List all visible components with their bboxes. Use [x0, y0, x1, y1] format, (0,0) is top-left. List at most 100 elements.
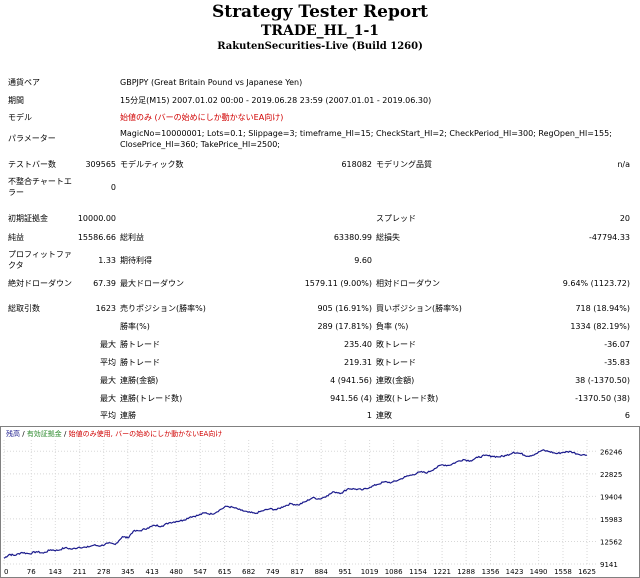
symbol-label: 通貨ペア — [8, 78, 40, 87]
max-cons-wins-label: 連勝(金額) — [120, 376, 159, 385]
chart-frame — [0, 426, 640, 578]
x-tick-label: 1288 — [457, 568, 475, 576]
max-drawdown-value: 1579.11 (9.00%) — [304, 279, 372, 288]
params-line-2: ClosePrice_Hl=360; TakePrice_Hl=2500; — [120, 140, 281, 149]
net-profit-label: 純益 — [8, 233, 24, 242]
legend-sep-2: / — [62, 430, 69, 438]
bars-value: 309565 — [85, 160, 116, 169]
max-cons-loss-value: -1370.50 (38) — [575, 394, 630, 403]
gross-loss-value: -47794.33 — [588, 233, 630, 242]
x-tick-label: 1423 — [506, 568, 524, 576]
avg-loss-label: 敗トレード — [376, 358, 416, 367]
x-tick-label: 211 — [73, 568, 86, 576]
model-value: 始値のみ (バーの始めにしか動かないEA向け) — [120, 113, 284, 122]
y-tick-label: 9141 — [600, 561, 618, 569]
max-cons-losses-value: 38 (-1370.50) — [575, 376, 630, 385]
avg-win-label: 勝トレード — [120, 358, 160, 367]
x-tick-label: 615 — [218, 568, 231, 576]
profit-factor-label-1: プロフィットファ — [8, 250, 72, 259]
x-tick-label: 278 — [97, 568, 110, 576]
rel-drawdown-value: 9.64% (1123.72) — [562, 279, 630, 288]
avg-cons-losses-label: 連敗 — [376, 411, 392, 420]
expected-payoff-value: 9.60 — [354, 256, 372, 265]
x-tick-label: 749 — [266, 568, 279, 576]
avg-cons-losses-value: 6 — [624, 411, 630, 420]
legend-sep-1: / — [20, 430, 27, 438]
ticks-value: 618082 — [341, 160, 372, 169]
x-tick-label: 143 — [49, 568, 62, 576]
x-tick-label: 76 — [27, 568, 36, 576]
report-subtitle: TRADE_HL_1-1 — [260, 23, 380, 39]
max-cons-wins-value: 4 (941.56) — [330, 376, 372, 385]
abs-drawdown-value: 67.39 — [93, 279, 116, 288]
max-cons-profit-value: 941.56 (4) — [330, 394, 372, 403]
max-drawdown-label: 最大ドローダウン — [120, 279, 184, 288]
x-tick-label: 951 — [339, 568, 352, 576]
report-build: RakutenSecurities-Live (Build 1260) — [217, 41, 423, 52]
avg-win-value: 219.31 — [344, 358, 372, 367]
x-tick-label: 1019 — [361, 568, 379, 576]
deposit-value: 10000.00 — [77, 214, 116, 223]
profit-factor-label-2: クタ — [8, 261, 24, 270]
long-positions-value: 718 (18.94%) — [575, 304, 630, 313]
win-pct-value: 289 (17.81%) — [317, 322, 372, 331]
gross-profit-value: 63380.99 — [333, 233, 372, 242]
avg-cons-prefix: 平均 — [100, 411, 116, 420]
x-tick-label: 817 — [290, 568, 303, 576]
symbol-value: GBPJPY (Great Britain Pound vs Japanese … — [120, 78, 303, 87]
quality-value: n/a — [617, 160, 630, 169]
legend-model: 始値のみ使用, バーの始めにしか動かないEA向け — [69, 429, 223, 438]
x-tick-label: 413 — [145, 568, 158, 576]
y-tick-label: 19404 — [600, 493, 623, 501]
profit-factor-value: 1.33 — [98, 256, 116, 265]
mismatch-value: 0 — [110, 183, 116, 192]
expected-payoff-label: 期待利得 — [120, 256, 152, 265]
params-line-1: MagicNo=10000001; Lots=0.1; Slippage=3; … — [120, 129, 612, 138]
x-tick-labels: 0 76 143 211 278 345 413 480 547 615 682 749 817 884 9… — [4, 568, 596, 576]
largest-win-label: 勝トレード — [120, 340, 160, 349]
balance-chart: 残高 / 有効証拠金 / 始値のみ使用, バーの始めにしか動かないEA向け 26… — [0, 426, 640, 578]
x-tick-label: 884 — [314, 568, 328, 576]
long-positions-label: 買いポジション(勝率%) — [376, 304, 462, 313]
avg-cons-wins-value: 1 — [366, 411, 372, 420]
rel-drawdown-label: 相対ドローダウン — [376, 279, 440, 288]
period-label: 期間 — [8, 96, 24, 105]
largest-loss-label: 敗トレード — [376, 340, 416, 349]
legend-equity: 有効証拠金 — [27, 429, 62, 438]
abs-drawdown-label: 絶対ドローダウン — [8, 279, 72, 288]
report-title: Strategy Tester Report — [211, 2, 429, 22]
x-tick-label: 1625 — [578, 568, 596, 576]
x-tick-label: 0 — [4, 568, 8, 576]
legend-balance: 残高 — [6, 429, 20, 438]
x-tick-label: 1558 — [554, 568, 572, 576]
short-positions-label: 売りポジション(勝率%) — [120, 304, 206, 313]
max-cons-count-prefix: 最大 — [100, 394, 116, 403]
gross-profit-label: 総利益 — [120, 233, 144, 242]
avg-loss-value: -35.83 — [604, 358, 630, 367]
largest-loss-value: -36.07 — [604, 340, 630, 349]
x-tick-label: 345 — [121, 568, 134, 576]
y-tick-labels: 26246 22825 19404 15983 12562 9141 — [600, 448, 623, 569]
loss-pct-label: 負率 (%) — [376, 322, 409, 331]
quality-label: モデリング品質 — [376, 160, 432, 169]
deposit-label: 初期証拠金 — [8, 214, 48, 223]
spread-value: 20 — [619, 214, 630, 223]
x-tick-label: 1086 — [385, 568, 403, 576]
avg-cons-wins-label: 連勝 — [120, 411, 136, 420]
largest-win-value: 235.40 — [344, 340, 372, 349]
balance-series-line — [3, 449, 588, 559]
x-tick-label: 1154 — [409, 568, 427, 576]
max-cons-prefix: 最大 — [100, 376, 116, 385]
ticks-label: モデルティック数 — [120, 160, 184, 169]
spread-label: スプレッド — [376, 214, 416, 223]
short-positions-value: 905 (16.91%) — [317, 304, 372, 313]
max-cons-loss-label: 連敗(トレード数) — [376, 394, 439, 403]
loss-pct-value: 1334 (82.19%) — [570, 322, 630, 331]
net-profit-value: 15586.66 — [77, 233, 116, 242]
x-tick-label: 547 — [194, 568, 207, 576]
gross-loss-label: 総損失 — [376, 233, 400, 242]
chart-legend: 残高 / 有効証拠金 / 始値のみ使用, バーの始めにしか動かないEA向け — [6, 429, 222, 438]
mismatch-label-1: 不整合チャートエ — [8, 177, 72, 186]
mismatch-label-2: ラー — [8, 188, 24, 197]
model-label: モデル — [8, 113, 32, 122]
